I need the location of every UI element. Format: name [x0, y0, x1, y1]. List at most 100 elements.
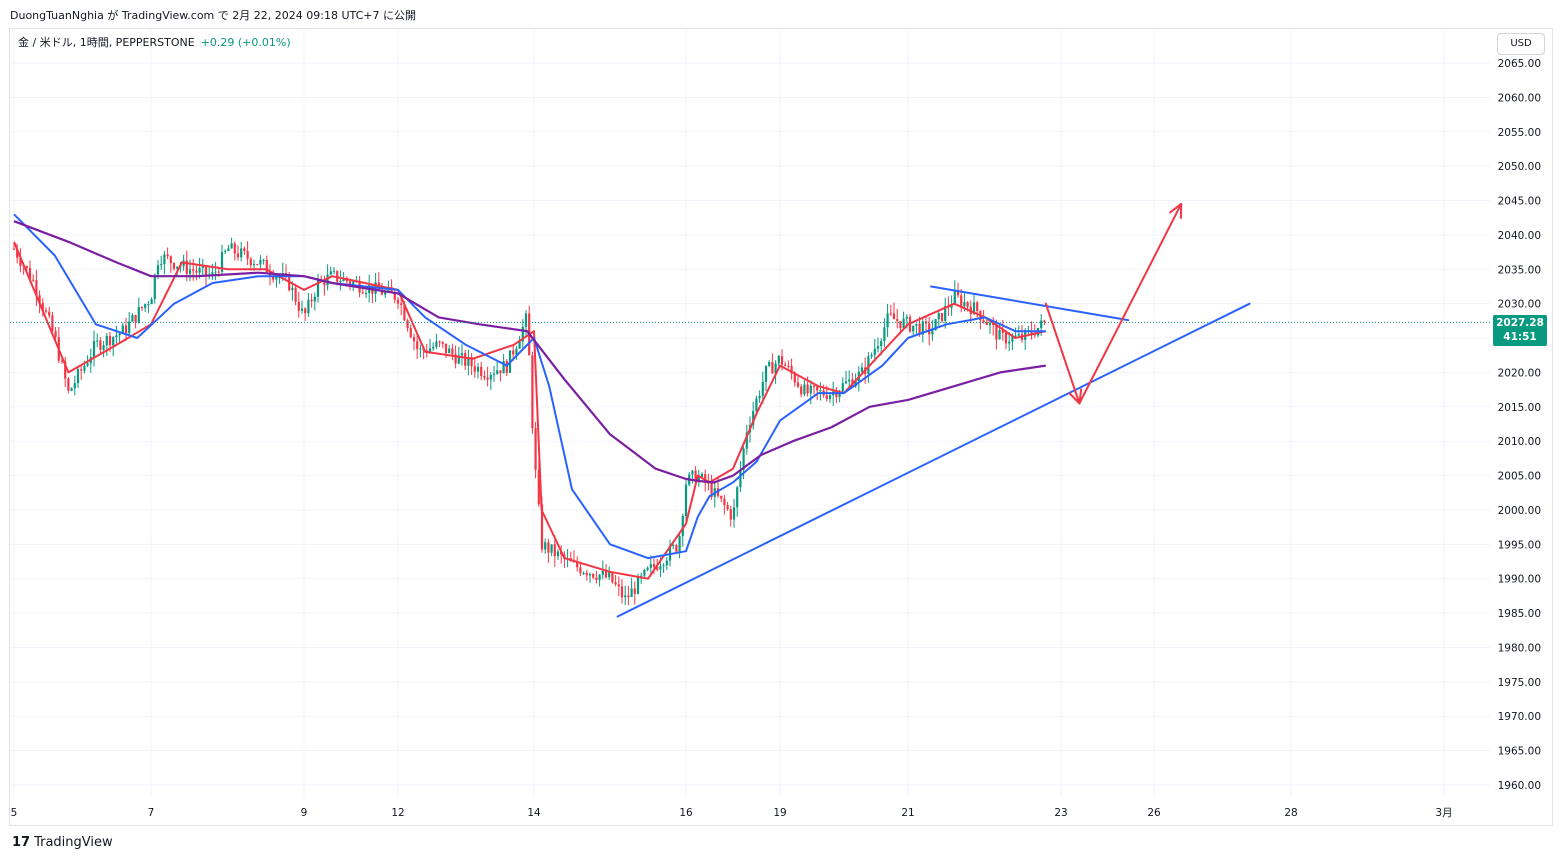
candle-body: [128, 321, 131, 334]
candle-body: [761, 381, 764, 396]
candle-body: [918, 323, 921, 335]
candle-body: [108, 335, 112, 346]
candle-body: [291, 287, 294, 291]
candle-body: [745, 432, 748, 449]
candle-body: [1001, 330, 1004, 333]
x-tick-label: 23: [1054, 807, 1067, 819]
candle-body: [64, 361, 67, 379]
candle-body: [828, 395, 832, 400]
candle-body: [192, 269, 195, 272]
candle-body: [547, 542, 550, 553]
candle-body: [83, 365, 86, 371]
candle-body: [928, 323, 931, 335]
candle-body: [611, 572, 614, 583]
y-tick-label: 1960.00: [1498, 780, 1541, 792]
candle-body: [51, 315, 54, 331]
y-tick-label: 1970.00: [1498, 711, 1541, 723]
candle-body: [361, 292, 364, 294]
candle-body: [409, 328, 412, 338]
candle-body: [998, 330, 1001, 340]
candle-body: [112, 337, 115, 346]
candle-body: [880, 341, 883, 347]
candle-body: [76, 369, 80, 384]
last-price-tag: 2027.28 41:51: [1493, 315, 1547, 346]
currency-button[interactable]: USD: [1497, 33, 1545, 55]
candle-body: [588, 573, 592, 576]
candle-body: [624, 595, 627, 598]
candle-body: [819, 390, 822, 392]
candle-body: [364, 292, 368, 294]
candle-body: [870, 354, 873, 357]
candle-body: [339, 281, 342, 283]
candle-body: [419, 348, 422, 350]
chart-frame: [9, 28, 1553, 826]
candle-body: [147, 304, 150, 306]
candle-body: [435, 341, 438, 347]
candle-body: [768, 362, 771, 366]
candle-body: [160, 264, 163, 266]
candle-body: [99, 340, 102, 350]
candle-body: [1033, 334, 1036, 336]
candle-body: [166, 254, 169, 257]
candle-body: [953, 290, 956, 305]
candle-body: [732, 507, 736, 520]
candle-body: [825, 395, 828, 400]
candle-body: [883, 327, 886, 342]
candle-body: [656, 566, 659, 570]
candle-body: [70, 388, 73, 391]
candle-body: [707, 482, 710, 484]
candle-body: [262, 259, 265, 261]
candle-body: [620, 586, 624, 598]
candle-body: [576, 561, 579, 568]
y-tick-label: 2000.00: [1498, 505, 1541, 517]
candle-body: [627, 595, 630, 598]
candle-body: [102, 345, 105, 350]
candle-body: [492, 373, 496, 375]
tradingview-logo-icon: 17: [12, 835, 31, 850]
candle-body: [275, 276, 278, 280]
candle-body: [80, 369, 83, 371]
candle-body: [800, 386, 803, 395]
y-tick-label: 1985.00: [1498, 608, 1541, 620]
tradingview-brand[interactable]: 17 TradingView: [12, 835, 113, 850]
y-tick-label: 2035.00: [1498, 264, 1541, 276]
candle-body: [966, 302, 969, 307]
candle-body: [944, 306, 947, 321]
candle-body: [982, 320, 985, 322]
y-tick-label: 1975.00: [1498, 677, 1541, 689]
candle-body: [297, 301, 300, 311]
candle-body: [784, 364, 787, 366]
candle-body: [403, 304, 406, 321]
candle-body: [937, 313, 940, 320]
candle-body: [35, 280, 38, 296]
candle-body: [598, 574, 601, 580]
candle-body: [921, 321, 924, 335]
candle-body: [950, 304, 953, 308]
candle-body: [67, 378, 70, 391]
candle-body: [912, 325, 915, 332]
candle-body: [448, 348, 451, 354]
candle-body: [892, 313, 896, 320]
price-axis: 1960.00 1965.00 1970.00 1975.00 1980.00 1985.…: [1498, 58, 1541, 792]
publish-header: DuongTuanNghia が TradingView.com で 2月 22…: [0, 0, 1562, 28]
candle-body: [604, 570, 608, 578]
candle-body: [617, 584, 620, 587]
candle-body: [678, 536, 681, 552]
candle-body: [172, 263, 176, 269]
candle-body: [457, 355, 460, 364]
candle-body: [931, 330, 934, 335]
candle-body: [473, 366, 476, 372]
candle-body: [540, 504, 544, 550]
candle-body: [867, 356, 870, 375]
candle-body: [153, 274, 156, 300]
ma_slow-line: [13, 220, 1046, 484]
y-tick-label: 2045.00: [1498, 196, 1541, 208]
candle-body: [1017, 333, 1020, 336]
time-axis: 5 7 9 12 14 16 19 21 23 26 28 3月: [11, 807, 1453, 819]
candle-body: [252, 264, 256, 266]
candle-body: [243, 248, 246, 252]
candle-body: [662, 565, 665, 567]
candle-body: [988, 323, 992, 326]
candle-body: [480, 366, 483, 376]
